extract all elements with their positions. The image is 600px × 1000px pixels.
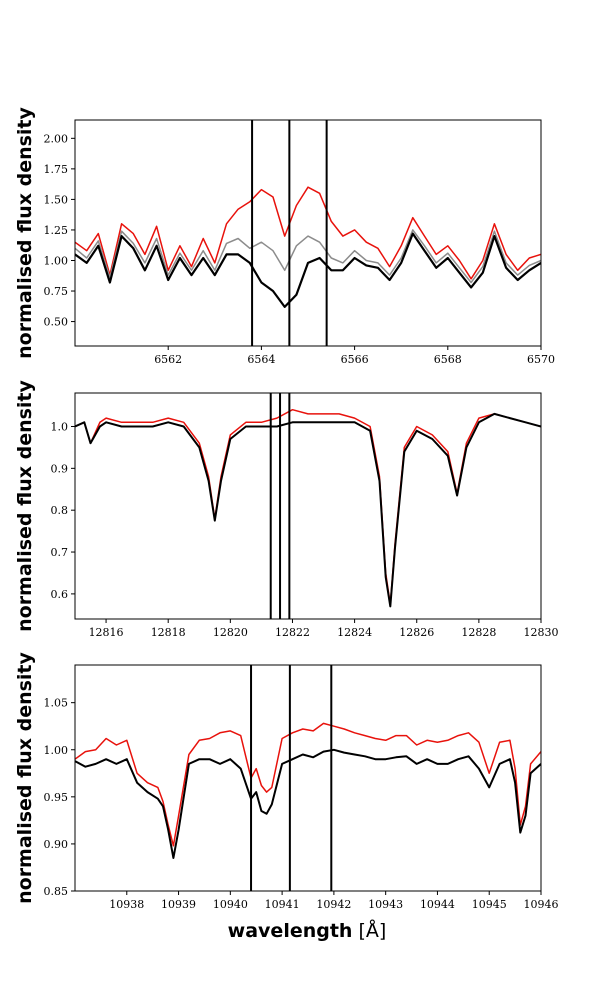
y-axis-label: normalised flux density	[14, 651, 36, 903]
series-model-line	[75, 722, 541, 847]
x-tick-label: 10938	[109, 898, 144, 911]
x-tick-label: 10944	[420, 898, 455, 911]
x-tick-label: 10940	[213, 898, 248, 911]
x-tick-label: 12824	[337, 626, 372, 639]
y-tick-label: 0.7	[51, 546, 69, 559]
panel-10940: 10938 10939 10940 10941 10942 10943 10944 10945…	[14, 651, 559, 911]
x-tick-label: 12828	[461, 626, 496, 639]
x-tick-label: 10943	[368, 898, 403, 911]
x-tick-label: 12822	[275, 626, 310, 639]
y-tick-label: 1.50	[44, 193, 69, 206]
axes-frame	[74, 119, 542, 347]
panel-12820: 12816 12818 12820 12822 12824 12826 12828 12830…	[14, 379, 559, 639]
y-tick-label: 0.85	[44, 885, 69, 898]
y-axis-label: normalised flux density	[14, 106, 36, 358]
x-tick-label: 12826	[399, 626, 434, 639]
x-tick-label: 6568	[434, 353, 462, 366]
series-observed-line	[75, 232, 541, 308]
x-axis-label-unit: [Å]	[359, 919, 387, 942]
y-tick-label: 1.05	[44, 697, 69, 710]
x-tick-label: 12818	[151, 626, 186, 639]
y-tick-label: 0.8	[51, 504, 69, 517]
y-tick-label: 1.00	[44, 744, 69, 757]
x-axis-label-main: wavelength	[228, 920, 353, 942]
x-tick-label: 10939	[161, 898, 196, 911]
x-tick-label: 12816	[89, 626, 124, 639]
x-tick-label: 6564	[247, 353, 275, 366]
y-tick-label: 0.9	[51, 462, 69, 475]
y-tick-label: 1.75	[44, 163, 69, 176]
y-axis-label: normalised flux density	[14, 379, 36, 631]
y-tick-label: 2.00	[44, 132, 69, 145]
y-tick-label: 0.75	[44, 285, 69, 298]
x-tick-label: 12830	[524, 626, 559, 639]
panel-halpha: 6562 6564 6566 6568 6570 0.50 0.75 1.00 1.25 1.50…	[14, 106, 555, 366]
x-tick-label: 12820	[213, 626, 248, 639]
x-tick-label: 6562	[154, 353, 182, 366]
series-observed-line	[75, 748, 541, 859]
x-tick-label: 10941	[265, 898, 300, 911]
x-tick-label: 6566	[341, 353, 369, 366]
y-tick-label: 0.95	[44, 791, 69, 804]
x-axis-label: wavelength [Å]	[228, 919, 387, 942]
y-tick-label: 1.0	[51, 420, 69, 433]
x-tick-label: 10946	[524, 898, 559, 911]
axes-frame	[74, 664, 542, 892]
x-tick-label: 10945	[472, 898, 507, 911]
y-tick-label: 0.90	[44, 838, 69, 851]
y-tick-label: 1.25	[44, 224, 69, 237]
y-tick-label: 0.50	[44, 316, 69, 329]
series-observed-line	[75, 412, 541, 608]
y-tick-label: 1.00	[44, 254, 69, 267]
y-tick-label: 0.6	[51, 588, 69, 601]
x-tick-label: 6570	[527, 353, 555, 366]
series-spread-line	[75, 229, 541, 284]
x-tick-label: 10942	[316, 898, 351, 911]
axes-frame	[74, 392, 542, 620]
series-model-line	[75, 186, 541, 280]
